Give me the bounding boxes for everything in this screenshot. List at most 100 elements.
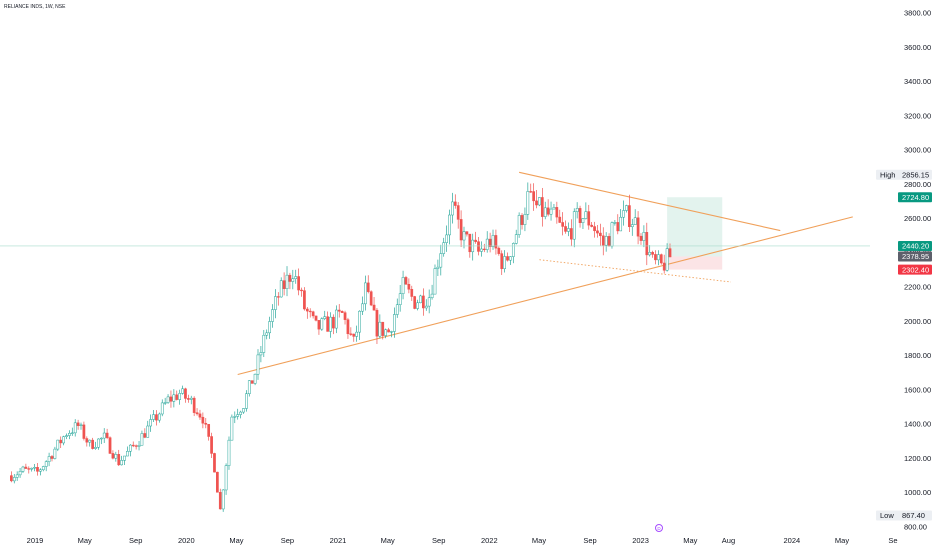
trendline-3[interactable] bbox=[539, 259, 731, 283]
candle bbox=[593, 221, 596, 238]
candle bbox=[166, 394, 170, 404]
candle bbox=[201, 412, 205, 429]
candle bbox=[503, 250, 506, 273]
candle bbox=[24, 463, 28, 469]
candle bbox=[567, 222, 570, 237]
price-badge-value: 2440.20 bbox=[902, 242, 929, 251]
candle bbox=[155, 410, 158, 426]
trendline-2[interactable] bbox=[519, 171, 781, 232]
candle bbox=[520, 213, 524, 230]
candle bbox=[352, 333, 356, 342]
price-badge: 2378.95 bbox=[898, 251, 932, 262]
candle bbox=[555, 201, 559, 224]
candle bbox=[120, 455, 123, 466]
candle bbox=[288, 272, 292, 290]
candle bbox=[381, 321, 385, 340]
x-tick-label: Sep bbox=[281, 536, 294, 545]
candle bbox=[47, 452, 51, 467]
candle bbox=[184, 387, 187, 403]
candle bbox=[236, 408, 240, 420]
y-tick-label: 1000.00 bbox=[904, 488, 931, 497]
candle bbox=[137, 441, 141, 451]
candle bbox=[21, 465, 25, 474]
candle bbox=[561, 212, 564, 236]
candle bbox=[91, 437, 94, 450]
x-tick-label: May bbox=[683, 536, 697, 545]
trendline-1[interactable] bbox=[237, 216, 853, 376]
candle bbox=[134, 444, 138, 450]
candle bbox=[227, 436, 231, 470]
candle bbox=[459, 210, 463, 248]
trendlines[interactable] bbox=[237, 171, 853, 376]
candle bbox=[633, 209, 637, 225]
event-marker[interactable]: D bbox=[655, 524, 663, 532]
price-badge: 2724.80 bbox=[898, 192, 932, 203]
candle bbox=[491, 229, 495, 250]
candle bbox=[407, 278, 411, 294]
x-axis[interactable]: 2019 May Sep 2020 May Sep 2021 May Sep 2022 May Sep… bbox=[27, 536, 898, 545]
candle bbox=[564, 220, 567, 234]
candle bbox=[265, 329, 269, 340]
candle bbox=[303, 287, 306, 311]
candle bbox=[297, 268, 300, 296]
y-axis[interactable]: 800.00 1000.00 1200.00 1400.00 1600.00 1800.0… bbox=[904, 9, 931, 532]
candle bbox=[262, 329, 266, 358]
candle bbox=[282, 272, 286, 296]
candle bbox=[172, 389, 176, 408]
price-badge-value: 2724.80 bbox=[902, 193, 929, 202]
candle bbox=[419, 294, 422, 304]
candle bbox=[105, 428, 109, 440]
x-tick-label: 2021 bbox=[330, 536, 347, 545]
candle bbox=[76, 419, 80, 430]
stop-zone bbox=[667, 256, 723, 270]
candle bbox=[218, 488, 222, 510]
candle bbox=[514, 229, 518, 245]
candle bbox=[657, 250, 660, 266]
high-marker: High 2856.15 bbox=[876, 169, 932, 180]
candle bbox=[616, 214, 620, 235]
x-tick-label: Sep bbox=[432, 536, 445, 545]
price-badge: 2440.20 bbox=[898, 240, 932, 251]
candle bbox=[349, 327, 353, 336]
candle bbox=[645, 222, 649, 266]
candle bbox=[596, 225, 599, 238]
candle bbox=[433, 264, 437, 295]
candle bbox=[570, 219, 573, 247]
candle bbox=[471, 233, 475, 261]
candle bbox=[250, 380, 254, 384]
candle bbox=[82, 421, 86, 441]
y-tick-label: 3400.00 bbox=[904, 77, 931, 86]
candle bbox=[526, 182, 530, 220]
x-tick-label: 2020 bbox=[178, 536, 195, 545]
candle bbox=[636, 211, 640, 245]
candle bbox=[15, 471, 19, 481]
candle bbox=[210, 432, 213, 459]
event-marker-icon[interactable] bbox=[655, 524, 663, 532]
x-tick-label: May bbox=[229, 536, 243, 545]
candle bbox=[53, 446, 57, 460]
candle bbox=[88, 439, 92, 447]
candle bbox=[56, 439, 60, 452]
candle bbox=[10, 471, 13, 483]
candle bbox=[448, 209, 451, 245]
candle bbox=[326, 311, 329, 332]
price-badge-value: 2378.95 bbox=[902, 252, 929, 261]
candle bbox=[41, 465, 45, 472]
y-tick-label: 1600.00 bbox=[904, 385, 931, 394]
candle bbox=[65, 433, 68, 440]
candle bbox=[163, 397, 167, 406]
candle bbox=[387, 327, 390, 333]
candle bbox=[233, 411, 237, 424]
candle bbox=[590, 221, 594, 228]
candle bbox=[659, 253, 663, 265]
candle bbox=[230, 414, 234, 441]
high-marker-value: 2856.15 bbox=[902, 170, 929, 179]
position-zones bbox=[667, 197, 723, 270]
candle bbox=[224, 463, 228, 495]
candle bbox=[404, 275, 408, 285]
event-marker-glyph: D bbox=[657, 526, 661, 531]
candle bbox=[85, 436, 89, 447]
x-tick-label: 2024 bbox=[784, 536, 801, 545]
candle bbox=[213, 452, 216, 473]
